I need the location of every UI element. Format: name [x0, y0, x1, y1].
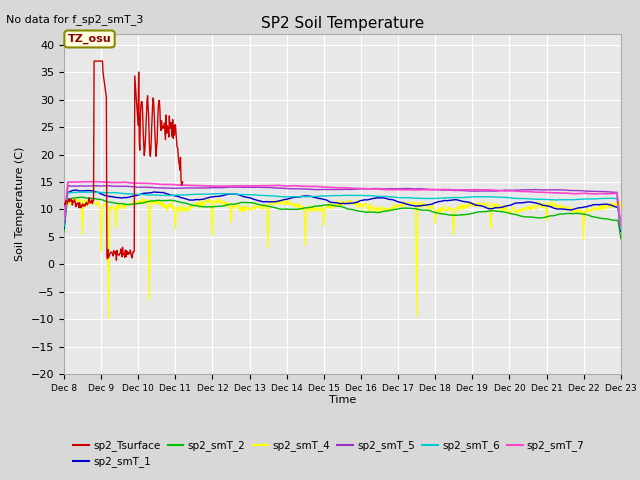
Text: TZ_osu: TZ_osu — [68, 34, 111, 44]
Y-axis label: Soil Temperature (C): Soil Temperature (C) — [15, 147, 25, 261]
sp2_smT_1 — [286, 195, 294, 201]
sp2_smT_7 — [286, 183, 294, 189]
sp2_smT_5 — [443, 187, 451, 193]
sp2_smT_4 — [495, 202, 503, 208]
sp2_smT_2 — [495, 208, 502, 214]
sp2_smT_7 — [617, 224, 625, 229]
sp2_smT_4 — [617, 205, 625, 211]
sp2_smT_4 — [444, 207, 451, 213]
sp2_smT_2 — [505, 210, 513, 216]
sp2_smT_6 — [87, 189, 95, 195]
sp2_smT_1 — [505, 203, 513, 208]
sp2_smT_2 — [77, 194, 85, 200]
sp2_smT_5 — [505, 187, 513, 193]
sp2_Tsurface — [117, 246, 125, 252]
sp2_smT_1 — [495, 205, 502, 211]
sp2_smT_4 — [506, 208, 513, 214]
sp2_smT_1 — [60, 226, 68, 231]
sp2_smT_7 — [495, 188, 502, 193]
sp2_smT_7 — [505, 188, 513, 194]
sp2_smT_4 — [118, 202, 126, 207]
sp2_smT_5 — [495, 188, 502, 194]
Line: sp2_smT_6: sp2_smT_6 — [64, 192, 621, 229]
sp2_smT_6 — [118, 191, 125, 196]
sp2_smT_6 — [505, 195, 513, 201]
sp2_smT_5 — [104, 183, 111, 189]
sp2_smT_2 — [617, 236, 625, 241]
sp2_smT_2 — [306, 204, 314, 210]
sp2_smT_7 — [93, 179, 101, 184]
sp2_smT_7 — [60, 217, 68, 223]
sp2_smT_4 — [71, 195, 79, 201]
Line: sp2_smT_1: sp2_smT_1 — [64, 190, 621, 231]
sp2_smT_2 — [118, 201, 125, 206]
sp2_smT_4 — [105, 315, 113, 321]
sp2_smT_2 — [60, 229, 68, 235]
sp2_smT_6 — [306, 194, 314, 200]
sp2_smT_6 — [286, 194, 294, 200]
Line: sp2_smT_7: sp2_smT_7 — [64, 181, 621, 227]
sp2_smT_1 — [617, 228, 625, 234]
sp2_smT_1 — [306, 193, 314, 199]
sp2_smT_7 — [443, 187, 451, 192]
sp2_smT_6 — [495, 194, 502, 200]
sp2_smT_4 — [307, 203, 314, 208]
sp2_smT_2 — [443, 212, 451, 217]
sp2_smT_5 — [306, 186, 314, 192]
sp2_smT_4 — [60, 204, 68, 210]
sp2_smT_4 — [287, 201, 294, 206]
sp2_smT_2 — [286, 206, 294, 212]
Line: sp2_Tsurface: sp2_Tsurface — [64, 61, 182, 260]
sp2_smT_5 — [286, 186, 294, 192]
Legend: sp2_Tsurface, sp2_smT_1, sp2_smT_2, sp2_smT_4, sp2_smT_5, sp2_smT_6, sp2_smT_7: sp2_Tsurface, sp2_smT_1, sp2_smT_2, sp2_… — [69, 436, 589, 471]
Line: sp2_smT_4: sp2_smT_4 — [64, 198, 621, 318]
Line: sp2_smT_2: sp2_smT_2 — [64, 197, 621, 239]
sp2_smT_5 — [617, 223, 625, 229]
sp2_smT_7 — [118, 180, 125, 185]
sp2_smT_1 — [443, 198, 451, 204]
X-axis label: Time: Time — [329, 395, 356, 405]
sp2_Tsurface — [60, 203, 68, 208]
sp2_smT_1 — [118, 195, 125, 201]
sp2_smT_6 — [60, 224, 68, 229]
sp2_smT_5 — [118, 183, 125, 189]
Text: No data for f_sp2_smT_3: No data for f_sp2_smT_3 — [6, 14, 144, 25]
Line: sp2_smT_5: sp2_smT_5 — [64, 186, 621, 226]
sp2_smT_6 — [617, 227, 625, 232]
sp2_smT_1 — [72, 187, 79, 193]
sp2_smT_6 — [443, 195, 451, 201]
sp2_smT_7 — [306, 183, 314, 189]
sp2_smT_5 — [60, 220, 68, 226]
Title: SP2 Soil Temperature: SP2 Soil Temperature — [260, 16, 424, 31]
